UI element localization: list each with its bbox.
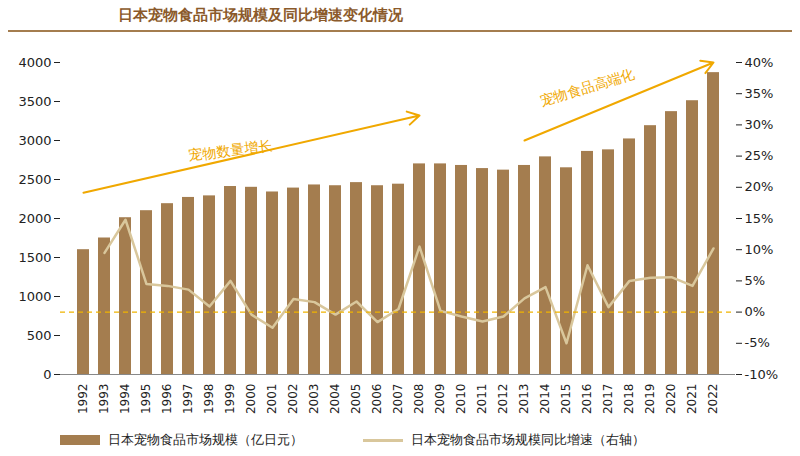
svg-text:2007: 2007 xyxy=(391,384,405,415)
svg-text:0: 0 xyxy=(43,367,51,382)
svg-text:宠物食品高端化: 宠物食品高端化 xyxy=(538,65,636,109)
svg-text:1997: 1997 xyxy=(181,384,195,415)
svg-text:40%: 40% xyxy=(745,55,774,70)
svg-text:10%: 10% xyxy=(745,242,774,257)
svg-text:25%: 25% xyxy=(745,148,774,163)
svg-text:1999: 1999 xyxy=(223,384,237,415)
svg-text:2013: 2013 xyxy=(517,384,531,415)
svg-text:宠物数量增长: 宠物数量增长 xyxy=(188,137,273,163)
svg-text:2006: 2006 xyxy=(370,384,384,415)
svg-text:3000: 3000 xyxy=(18,133,51,148)
svg-text:20%: 20% xyxy=(745,179,774,194)
svg-text:-10%: -10% xyxy=(745,367,779,382)
svg-text:2019: 2019 xyxy=(643,384,657,415)
svg-text:1994: 1994 xyxy=(118,384,132,415)
svg-text:1500: 1500 xyxy=(18,250,51,265)
svg-text:2009: 2009 xyxy=(433,384,447,415)
svg-text:-5%: -5% xyxy=(745,335,770,350)
svg-text:1996: 1996 xyxy=(160,384,174,415)
svg-text:2500: 2500 xyxy=(18,172,51,187)
svg-text:2000: 2000 xyxy=(18,211,51,226)
html-text:日本宠物食品市场规模及同比增速变化情况: 日本宠物食品市场规模及同比增速变化情况 xyxy=(118,6,403,24)
svg-text:2010: 2010 xyxy=(454,384,468,415)
svg-text:2002: 2002 xyxy=(286,384,300,415)
svg-text:2001: 2001 xyxy=(265,384,279,415)
svg-text:1993: 1993 xyxy=(97,384,111,415)
svg-text:1000: 1000 xyxy=(18,289,51,304)
svg-text:2021: 2021 xyxy=(685,384,699,415)
html-text:日本宠物食品市场规模同比增速（右轴）: 日本宠物食品市场规模同比增速（右轴） xyxy=(411,432,645,447)
svg-text:2004: 2004 xyxy=(328,384,342,415)
svg-text:1995: 1995 xyxy=(139,384,153,415)
svg-text:2008: 2008 xyxy=(412,384,426,415)
svg-text:2022: 2022 xyxy=(706,384,720,415)
html-text:日本宠物食品市场规模（亿日元）: 日本宠物食品市场规模（亿日元） xyxy=(108,432,303,447)
svg-text:2003: 2003 xyxy=(307,384,321,415)
svg-text:5%: 5% xyxy=(745,273,766,288)
svg-text:35%: 35% xyxy=(745,86,774,101)
svg-text:1992: 1992 xyxy=(76,384,90,415)
svg-text:500: 500 xyxy=(27,328,52,343)
svg-text:2012: 2012 xyxy=(496,384,510,415)
svg-text:2016: 2016 xyxy=(580,384,594,415)
svg-text:2005: 2005 xyxy=(349,384,363,415)
svg-text:4000: 4000 xyxy=(18,55,51,70)
svg-text:15%: 15% xyxy=(745,211,774,226)
svg-text:1998: 1998 xyxy=(202,384,216,415)
svg-text:3500: 3500 xyxy=(18,94,51,109)
svg-text:2000: 2000 xyxy=(244,384,258,415)
svg-text:30%: 30% xyxy=(745,117,774,132)
svg-text:2018: 2018 xyxy=(622,384,636,415)
svg-text:2011: 2011 xyxy=(475,384,489,415)
svg-text:2020: 2020 xyxy=(664,384,678,415)
svg-text:2015: 2015 xyxy=(559,384,573,415)
svg-text:2014: 2014 xyxy=(538,384,552,415)
svg-text:2017: 2017 xyxy=(601,384,615,415)
svg-text:0%: 0% xyxy=(745,304,766,319)
